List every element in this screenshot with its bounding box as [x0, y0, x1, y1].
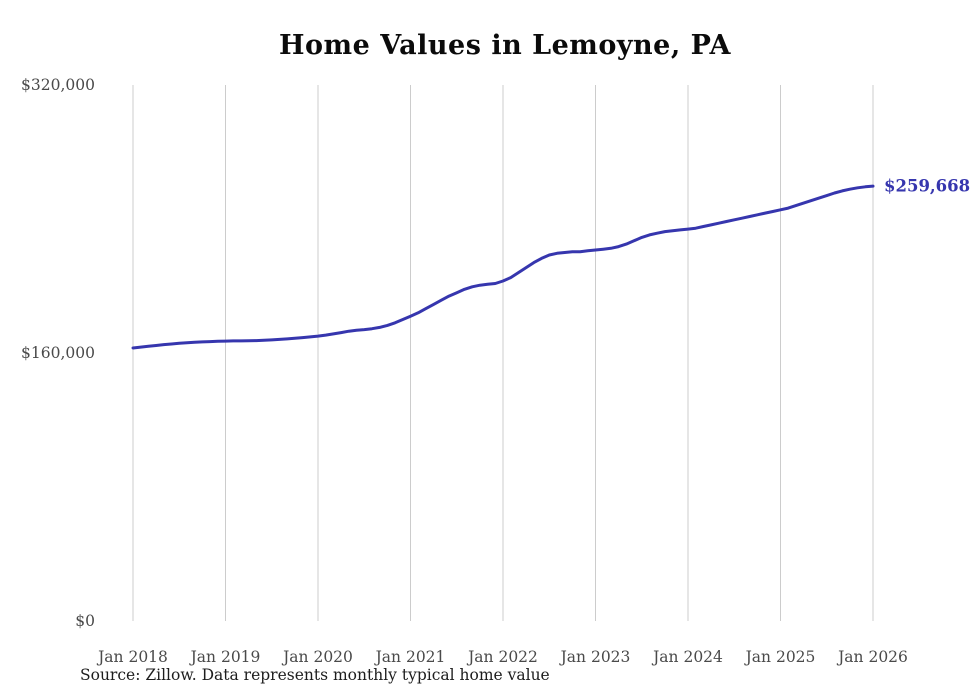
- y-tick-label: $0: [75, 612, 95, 630]
- y-tick-label: $160,000: [21, 344, 95, 362]
- x-tick-label: Jan 2023: [559, 648, 631, 666]
- x-tick-label: Jan 2019: [189, 648, 261, 666]
- y-tick-label: $320,000: [21, 76, 95, 94]
- x-tick-label: Jan 2026: [836, 648, 908, 666]
- x-tick-label: Jan 2020: [281, 648, 353, 666]
- x-tick-label: Jan 2021: [374, 648, 446, 666]
- x-tick-label: Jan 2022: [466, 648, 538, 666]
- chart-title: Home Values in Lemoyne, PA: [279, 30, 731, 61]
- home-value-series-line: [131, 184, 875, 350]
- source-note: Source: Zillow. Data represents monthly …: [80, 666, 550, 684]
- x-tick-label: Jan 2024: [651, 648, 723, 666]
- x-tick-label: Jan 2018: [96, 648, 168, 666]
- latest-value-label: $259,668: [884, 177, 970, 196]
- x-tick-label: Jan 2025: [744, 648, 816, 666]
